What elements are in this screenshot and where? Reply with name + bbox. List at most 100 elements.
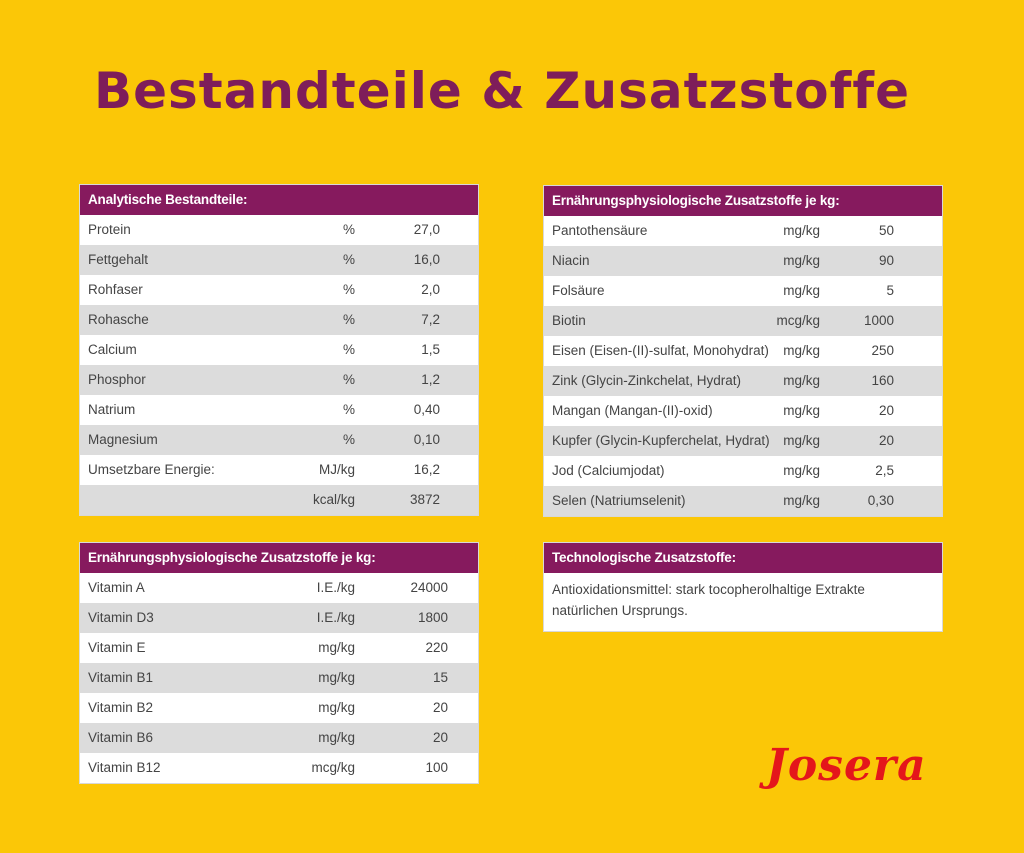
row-name: Calcium <box>88 342 137 357</box>
row-name: Phosphor <box>88 372 146 387</box>
technological-text-line-2: natürlichen Ursprungs. <box>552 603 688 618</box>
row-name: Eisen (Eisen-(II)-sulfat, Monohydrat) <box>552 343 769 358</box>
table-row: Kupfer (Glycin-Kupferchelat, Hydrat) mg/k… <box>544 426 942 456</box>
row-name: Niacin <box>552 253 590 268</box>
row-value: 16,2 <box>413 462 440 477</box>
row-unit: mg/kg <box>318 730 355 745</box>
row-name: Jod (Calciumjodat) <box>552 463 665 478</box>
row-name: Vitamin D3 <box>88 610 154 625</box>
row-value: 7,2 <box>421 312 440 327</box>
row-name: Magnesium <box>88 432 158 447</box>
table-row: Fettgehalt% 16,0 <box>80 245 478 275</box>
table-row: Niacin mg/kg 90 <box>544 246 942 276</box>
page-title: Bestandteile & Zusatzstoffe <box>93 62 910 120</box>
row-value: 100 <box>425 760 448 775</box>
row-unit: % <box>342 402 355 417</box>
row-value: 1000 <box>863 313 894 328</box>
row-unit: mg/kg <box>783 403 820 418</box>
row-name: Rohasche <box>88 312 149 327</box>
table-row: Vitamin A I.E./kg 24000 <box>80 573 478 603</box>
analytic-panel: Analytische Bestandteile: Protein% 27,0 F… <box>79 184 479 516</box>
table-row: Umsetzbare Energie: MJ/kg 16,2 <box>80 455 478 485</box>
row-unit: mg/kg <box>783 493 820 508</box>
row-name: Pantothensäure <box>552 223 648 238</box>
table-row: Vitamin B12 mcg/kg 100 <box>80 753 478 783</box>
row-value: 3872 <box>409 492 440 507</box>
row-name: Selen (Natriumselenit) <box>552 493 686 508</box>
table-row: Vitamin D3 I.E./kg 1800 <box>80 603 478 633</box>
row-unit: MJ/kg <box>318 462 355 477</box>
row-unit: mg/kg <box>783 373 820 388</box>
row-value: 220 <box>425 640 448 655</box>
row-unit: mcg/kg <box>776 313 820 328</box>
row-name: Protein <box>88 222 131 237</box>
technological-panel: Technologische Zusatzstoffe: Antioxidati… <box>543 542 943 632</box>
row-unit: mg/kg <box>783 283 820 298</box>
row-unit: mcg/kg <box>311 760 355 775</box>
row-unit: % <box>342 312 355 327</box>
table-row: Calcium% 1,5 <box>80 335 478 365</box>
row-unit: mg/kg <box>318 700 355 715</box>
table-row: Protein% 27,0 <box>80 215 478 245</box>
row-unit: mg/kg <box>318 640 355 655</box>
row-value: 16,0 <box>413 252 440 267</box>
table-row: Rohfaser% 2,0 <box>80 275 478 305</box>
row-name: Vitamin E <box>88 640 146 655</box>
row-value: 1,5 <box>421 342 440 357</box>
vitamins-header: Ernährungsphysiologische Zusatzstoffe je… <box>80 543 478 573</box>
row-unit: I.E./kg <box>316 580 355 595</box>
row-name: Vitamin B6 <box>88 730 154 745</box>
row-unit: % <box>342 432 355 447</box>
row-value: 160 <box>871 373 894 388</box>
trace-elements-header: Ernährungsphysiologische Zusatzstoffe je… <box>544 186 942 216</box>
row-name: Zink (Glycin-Zinkchelat, Hydrat) <box>552 373 742 388</box>
row-value: 20 <box>878 433 894 448</box>
table-row: Pantothensäure mg/kg 50 <box>544 216 942 246</box>
row-name: Natrium <box>88 402 136 417</box>
row-unit: mg/kg <box>783 343 820 358</box>
row-value: 50 <box>878 223 894 238</box>
row-value: 24000 <box>410 580 448 595</box>
table-row: Zink (Glycin-Zinkchelat, Hydrat) mg/kg 160 <box>544 366 942 396</box>
row-value: 250 <box>871 343 894 358</box>
row-unit: mg/kg <box>783 463 820 478</box>
row-value: 0,30 <box>867 493 894 508</box>
table-row: Biotin mcg/kg 1000 <box>544 306 942 336</box>
row-unit: mg/kg <box>783 253 820 268</box>
row-value: 15 <box>432 670 448 685</box>
row-name: Folsäure <box>552 283 605 298</box>
row-value: 20 <box>432 700 448 715</box>
row-name: Mangan (Mangan-(II)-oxid) <box>552 403 713 418</box>
technological-text-line-1: Antioxidationsmittel: stark tocopherolha… <box>552 582 865 597</box>
table-row: Selen (Natriumselenit) mg/kg 0,30 <box>544 486 942 516</box>
table-row: Vitamin E mg/kg 220 <box>80 633 478 663</box>
row-unit: % <box>342 342 355 357</box>
row-unit: mg/kg <box>783 223 820 238</box>
row-name: Vitamin B12 <box>88 760 161 775</box>
row-value: 20 <box>878 403 894 418</box>
analytic-header: Analytische Bestandteile: <box>80 185 478 215</box>
row-unit: mg/kg <box>783 433 820 448</box>
row-unit: % <box>342 372 355 387</box>
technological-header: Technologische Zusatzstoffe: <box>544 543 942 573</box>
technological-text: Antioxidationsmittel: stark tocopherolha… <box>544 573 942 631</box>
row-unit: % <box>342 282 355 297</box>
row-value: 2,0 <box>421 282 440 297</box>
row-unit: % <box>342 252 355 267</box>
row-name: Biotin <box>552 313 586 328</box>
table-row: Vitamin B2 mg/kg 20 <box>80 693 478 723</box>
table-row: Jod (Calciumjodat) mg/kg 2,5 <box>544 456 942 486</box>
table-row: kcal/kg 3872 <box>80 485 478 515</box>
row-unit: mg/kg <box>318 670 355 685</box>
table-row: Mangan (Mangan-(II)-oxid) mg/kg 20 <box>544 396 942 426</box>
table-row: Natrium% 0,40 <box>80 395 478 425</box>
table-row: Eisen (Eisen-(II)-sulfat, Monohydrat) mg/… <box>544 336 942 366</box>
row-name: Vitamin B1 <box>88 670 154 685</box>
row-unit: I.E./kg <box>316 610 355 625</box>
table-row: Phosphor% 1,2 <box>80 365 478 395</box>
row-unit: % <box>342 222 355 237</box>
row-value: 5 <box>886 283 894 298</box>
row-name: Vitamin B2 <box>88 700 154 715</box>
row-unit: kcal/kg <box>312 492 355 507</box>
trace-elements-panel: Ernährungsphysiologische Zusatzstoffe je… <box>543 185 943 517</box>
